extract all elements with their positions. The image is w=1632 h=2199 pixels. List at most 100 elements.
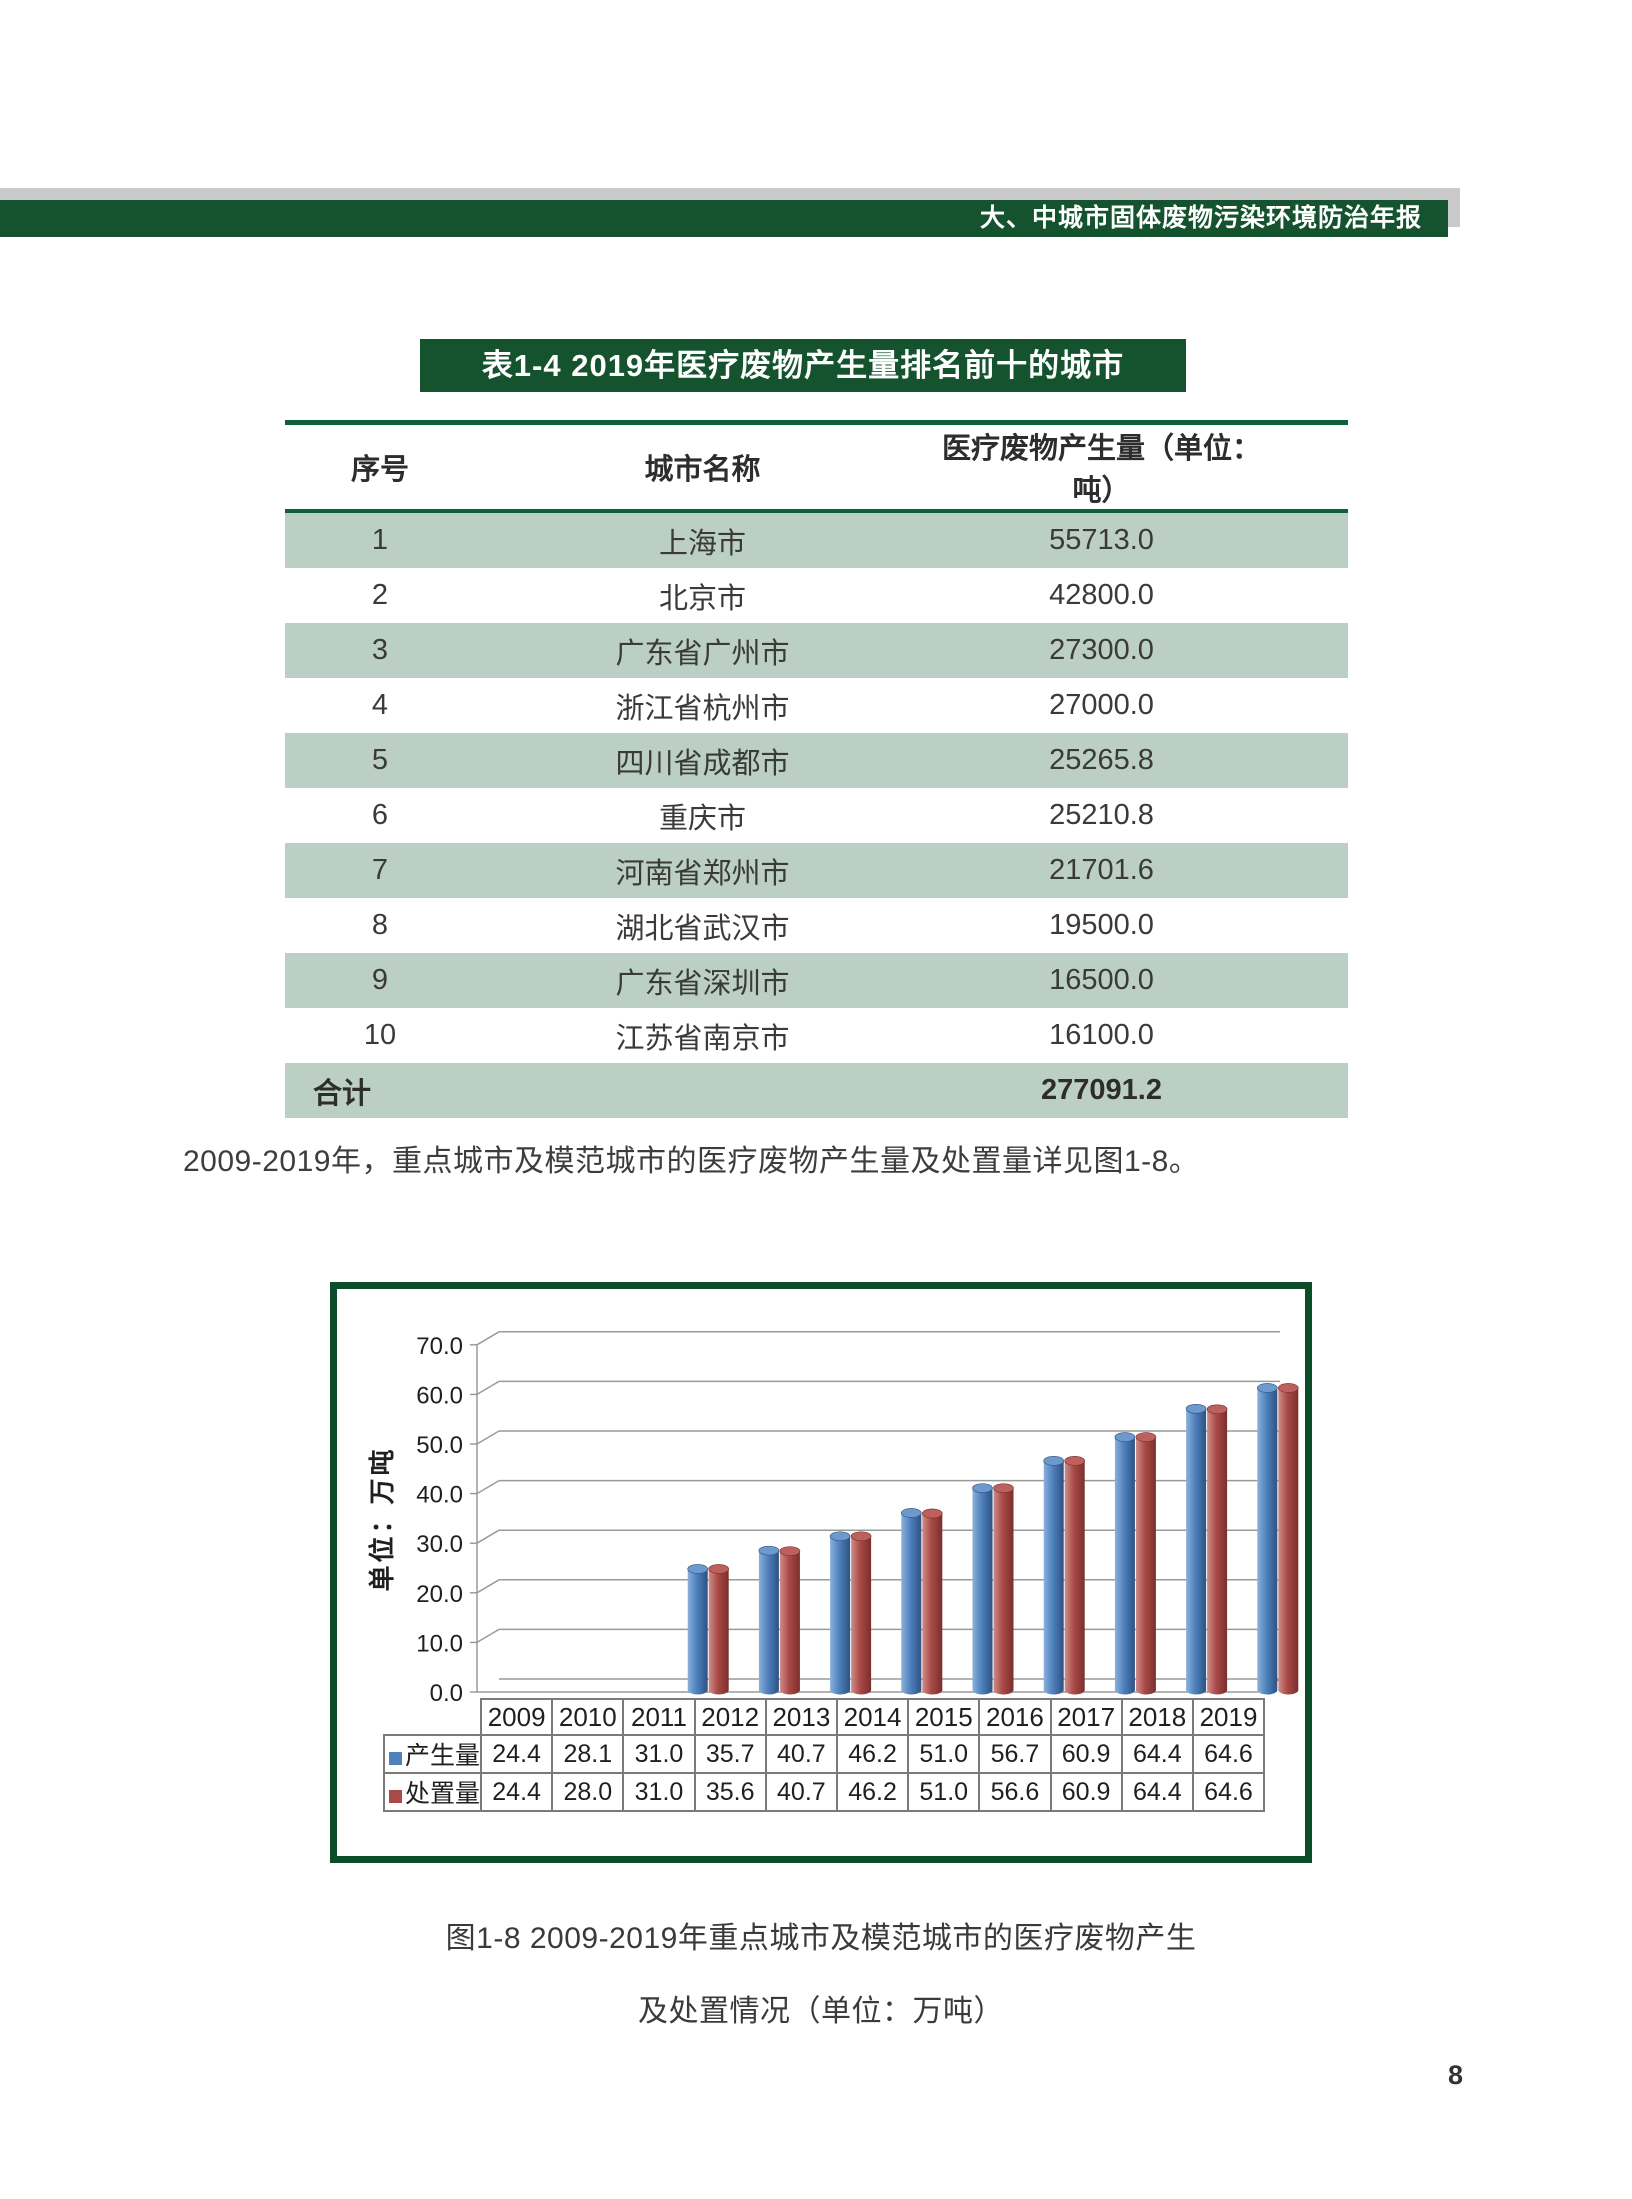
gridlines (470, 1331, 1283, 1693)
legend-label: 处置量 (405, 1780, 481, 1808)
cell-rank: 5 (285, 733, 475, 788)
chart-value-cell: 35.7 (693, 1734, 767, 1774)
cell-city: 四川省成都市 (475, 733, 930, 788)
svg-text:0.0: 0.0 (430, 1680, 463, 1707)
cell-amount: 25210.8 (1049, 799, 1154, 831)
header-banner-text: 大、中城市固体废物污染环境防治年报 (979, 204, 1422, 232)
chart-value-cell: 60.9 (1049, 1734, 1123, 1774)
cell-amount: 21701.6 (930, 843, 1348, 898)
chart-value-cell: 40.7 (764, 1734, 838, 1774)
chart-inner: 0.0 10.0 20.0 30.0 40.0 50.0 60.0 70.0 单位：万吨 200… (337, 1289, 1305, 1856)
svg-text:50.0: 50.0 (416, 1432, 463, 1459)
chart-value-cell: 56.7 (978, 1734, 1052, 1774)
cell-rank: 8 (371, 909, 389, 941)
chart-year-cell: 2012 (693, 1698, 767, 1736)
cell-amount: 16500.0 (930, 953, 1348, 1008)
table-row: 5 四川省成都市 25265.8 (285, 733, 1348, 788)
cell-amount: 27300.0 (930, 623, 1348, 678)
bars-series-1 (687, 1383, 1278, 1695)
chart-value-cell: 46.2 (835, 1734, 910, 1774)
cell-total-city (475, 1063, 930, 1118)
cell-amount: 16100.0 (1049, 1019, 1154, 1051)
chart-year-cell: 2009 (480, 1698, 554, 1736)
legend-label: 产生量 (405, 1742, 481, 1770)
chart-value-cell: 46.2 (835, 1772, 910, 1812)
cell-city: 河南省郑州市 (475, 843, 930, 898)
chart-data-table-wrap: 2009 2010 2011 2012 2013 2014 2015 2016 2017 2018… (382, 1698, 1266, 1812)
cell-city: 上海市 (475, 511, 930, 568)
chart-value-cell: 64.6 (1191, 1734, 1266, 1774)
figure-caption-line2: 及处置情况（单位：万吨） (638, 1995, 1004, 2028)
svg-text:10.0: 10.0 (416, 1630, 463, 1657)
cell-city: 浙江省杭州市 (615, 692, 790, 725)
chart-year-cell: 2010 (551, 1698, 625, 1736)
table-row: 9 广东省深圳市 16500.0 (285, 953, 1348, 1008)
chart-legend-cell: 产生量 (382, 1734, 483, 1774)
cell-rank: 9 (285, 953, 475, 1008)
table-row: 2 北京市 42800.0 (285, 568, 1348, 623)
bars-series-2 (708, 1383, 1299, 1695)
column-header-amount: 医疗废物产生量（单位：吨） (930, 420, 1348, 513)
svg-text:40.0: 40.0 (416, 1482, 463, 1509)
svg-text:70.0: 70.0 (416, 1333, 463, 1360)
cell-city: 广东省广州市 (475, 623, 930, 678)
chart-year-cell: 2018 (1120, 1698, 1194, 1736)
chart-legend-spacer (384, 1699, 481, 1735)
cell-city: 北京市 (658, 582, 746, 615)
chart-year-cell: 2017 (1049, 1698, 1123, 1736)
chart-value-cell: 64.4 (1120, 1734, 1194, 1774)
y-axis-title: 单位：万吨 (367, 1446, 398, 1591)
chart-data-table: 2009 2010 2011 2012 2013 2014 2015 2016 2017 2018… (382, 1698, 1266, 1812)
cell-amount: 19500.0 (1049, 909, 1154, 941)
cell-city: 广东省深圳市 (475, 953, 930, 1008)
page-number: 8 (1448, 2060, 1464, 2090)
chart-value-cell: 31.0 (622, 1772, 696, 1812)
table-row: 1 上海市 55713.0 (285, 511, 1348, 568)
table-row: 7 河南省郑州市 21701.6 (285, 843, 1348, 898)
ranking-table-wrap: 序号 城市名称 医疗废物产生量（单位：吨） 1 上海市 55713.0 2 北京市 428… (285, 420, 1348, 1118)
cell-city: 湖北省武汉市 (615, 912, 790, 945)
table-row: 6 重庆市 25210.8 (285, 788, 1348, 843)
cell-amount: 27000.0 (1049, 689, 1154, 721)
body-paragraph: 2009-2019年，重点城市及模范城市的医疗废物产生量及处置量详见图1-8。 (183, 1145, 1200, 1178)
figure-caption-line1: 图1-8 2009-2019年重点城市及模范城市的医疗废物产生 (445, 1922, 1197, 1955)
cell-city: 江苏省南京市 (615, 1022, 790, 1055)
chart-years-row: 2009 2010 2011 2012 2013 2014 2015 2016 2017 2018… (384, 1698, 1266, 1736)
cell-city: 重庆市 (658, 802, 746, 835)
chart-figure: 0.0 10.0 20.0 30.0 40.0 50.0 60.0 70.0 单位：万吨 200… (330, 1282, 1312, 1863)
chart-value-cell: 40.7 (764, 1772, 838, 1812)
table-title-badge: 表1-4 2019年医疗废物产生量排名前十的城市 (420, 339, 1186, 392)
chart-value-cell: 24.4 (480, 1734, 554, 1774)
cell-rank: 7 (285, 843, 475, 898)
cell-amount: 42800.0 (1049, 579, 1154, 611)
svg-text:30.0: 30.0 (416, 1531, 463, 1558)
cell-amount: 55713.0 (930, 511, 1348, 568)
ranking-table-body: 1 上海市 55713.0 2 北京市 42800.0 3 广东省广州市 27300.0 4 浙江省… (285, 511, 1348, 1118)
cell-rank: 3 (285, 623, 475, 678)
svg-text:60.0: 60.0 (416, 1382, 463, 1409)
column-header-rank: 序号 (285, 420, 475, 513)
chart-year-cell: 2016 (978, 1698, 1052, 1736)
chart-value-cell: 64.4 (1120, 1772, 1194, 1812)
cell-amount: 25265.8 (930, 733, 1348, 788)
cell-total-label: 合计 (285, 1063, 475, 1118)
cell-rank: 2 (371, 579, 389, 611)
table-row: 4 浙江省杭州市 27000.0 (285, 678, 1348, 733)
ranking-table: 序号 城市名称 医疗废物产生量（单位：吨） 1 上海市 55713.0 2 北京市 428… (285, 420, 1348, 1118)
svg-text:20.0: 20.0 (416, 1581, 463, 1608)
cell-rank: 4 (371, 689, 389, 721)
chart-series-row: 处置量 24.4 28.0 31.0 35.6 40.7 46.2 51.0 56.6 60.9 6… (382, 1772, 1266, 1812)
cell-rank: 10 (363, 1019, 397, 1051)
chart-value-cell: 31.0 (622, 1734, 696, 1774)
chart-value-cell: 51.0 (907, 1772, 981, 1812)
cell-rank: 6 (371, 799, 389, 831)
cell-total-amount: 277091.2 (930, 1063, 1348, 1118)
chart-year-cell: 2013 (764, 1698, 838, 1736)
column-header-city: 城市名称 (475, 420, 930, 513)
chart-value-cell: 51.0 (907, 1734, 981, 1774)
chart-value-cell: 24.4 (480, 1772, 554, 1812)
chart-year-cell: 2015 (907, 1698, 981, 1736)
chart-year-cell: 2011 (622, 1698, 696, 1736)
chart-legend-cell: 处置量 (382, 1772, 483, 1812)
